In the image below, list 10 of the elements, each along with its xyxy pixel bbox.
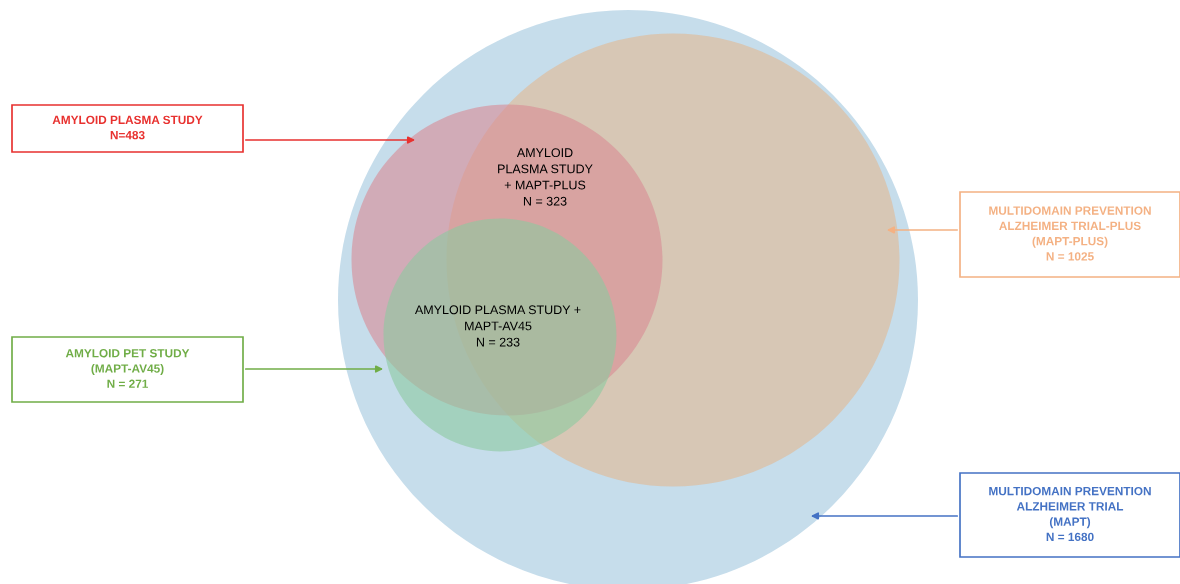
text: AMYLOID PLASMA STUDY + MAPT-AV45 N = 233 <box>414 305 581 347</box>
category-label: AMYLOID PLASMA STUDY <box>52 115 203 125</box>
data-label: N=483 <box>110 130 145 140</box>
data-label: N = 1680 <box>1046 532 1094 542</box>
data-label: N = 1025 <box>1046 252 1094 261</box>
category-label: MULTIDOMAIN PREVENTION ALZHEIMER TRIAL (MAPT) <box>989 486 1151 529</box>
text: AMYLOID PLASMA STUDY + MAPT-PLUS N = 323 <box>498 148 593 206</box>
data-label: N = 271 <box>107 379 149 388</box>
category-label: MULTIDOMAIN PREVENTION ALZHEIMER TRIAL-PLUS (MAPT-PLUS) <box>989 206 1151 248</box>
category-label: AMYLOID PET STUDY (MAPT-AV45) <box>65 349 190 375</box>
